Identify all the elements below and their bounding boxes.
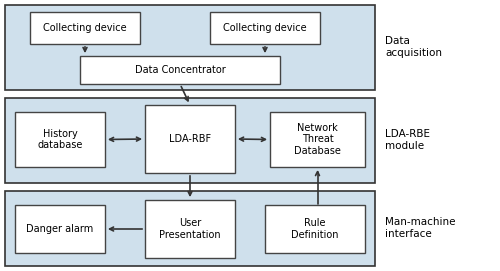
Text: Danger alarm: Danger alarm	[26, 224, 94, 234]
Text: History
database: History database	[38, 129, 82, 150]
Text: Network
Threat
Database: Network Threat Database	[294, 123, 341, 156]
Bar	[145, 200, 235, 258]
Bar	[15, 205, 105, 253]
Text: LDA-RBE
module: LDA-RBE module	[385, 129, 430, 151]
Bar	[80, 56, 280, 84]
Bar	[145, 105, 235, 173]
Bar	[265, 205, 365, 253]
Text: Collecting device: Collecting device	[43, 23, 127, 33]
Bar	[270, 112, 365, 167]
Text: Rule
Definition: Rule Definition	[291, 218, 339, 240]
Text: Data Concentrator: Data Concentrator	[134, 65, 226, 75]
Bar	[210, 12, 320, 44]
Text: Data
acquisition: Data acquisition	[385, 36, 442, 58]
Text: Man-machine
interface: Man-machine interface	[385, 217, 456, 239]
Text: User
Presentation: User Presentation	[159, 218, 221, 240]
Bar	[30, 12, 140, 44]
Bar	[5, 5, 375, 90]
Bar	[5, 191, 375, 266]
Bar	[5, 98, 375, 183]
Bar	[15, 112, 105, 167]
Text: Collecting device: Collecting device	[223, 23, 307, 33]
Text: LDA-RBF: LDA-RBF	[169, 134, 211, 144]
